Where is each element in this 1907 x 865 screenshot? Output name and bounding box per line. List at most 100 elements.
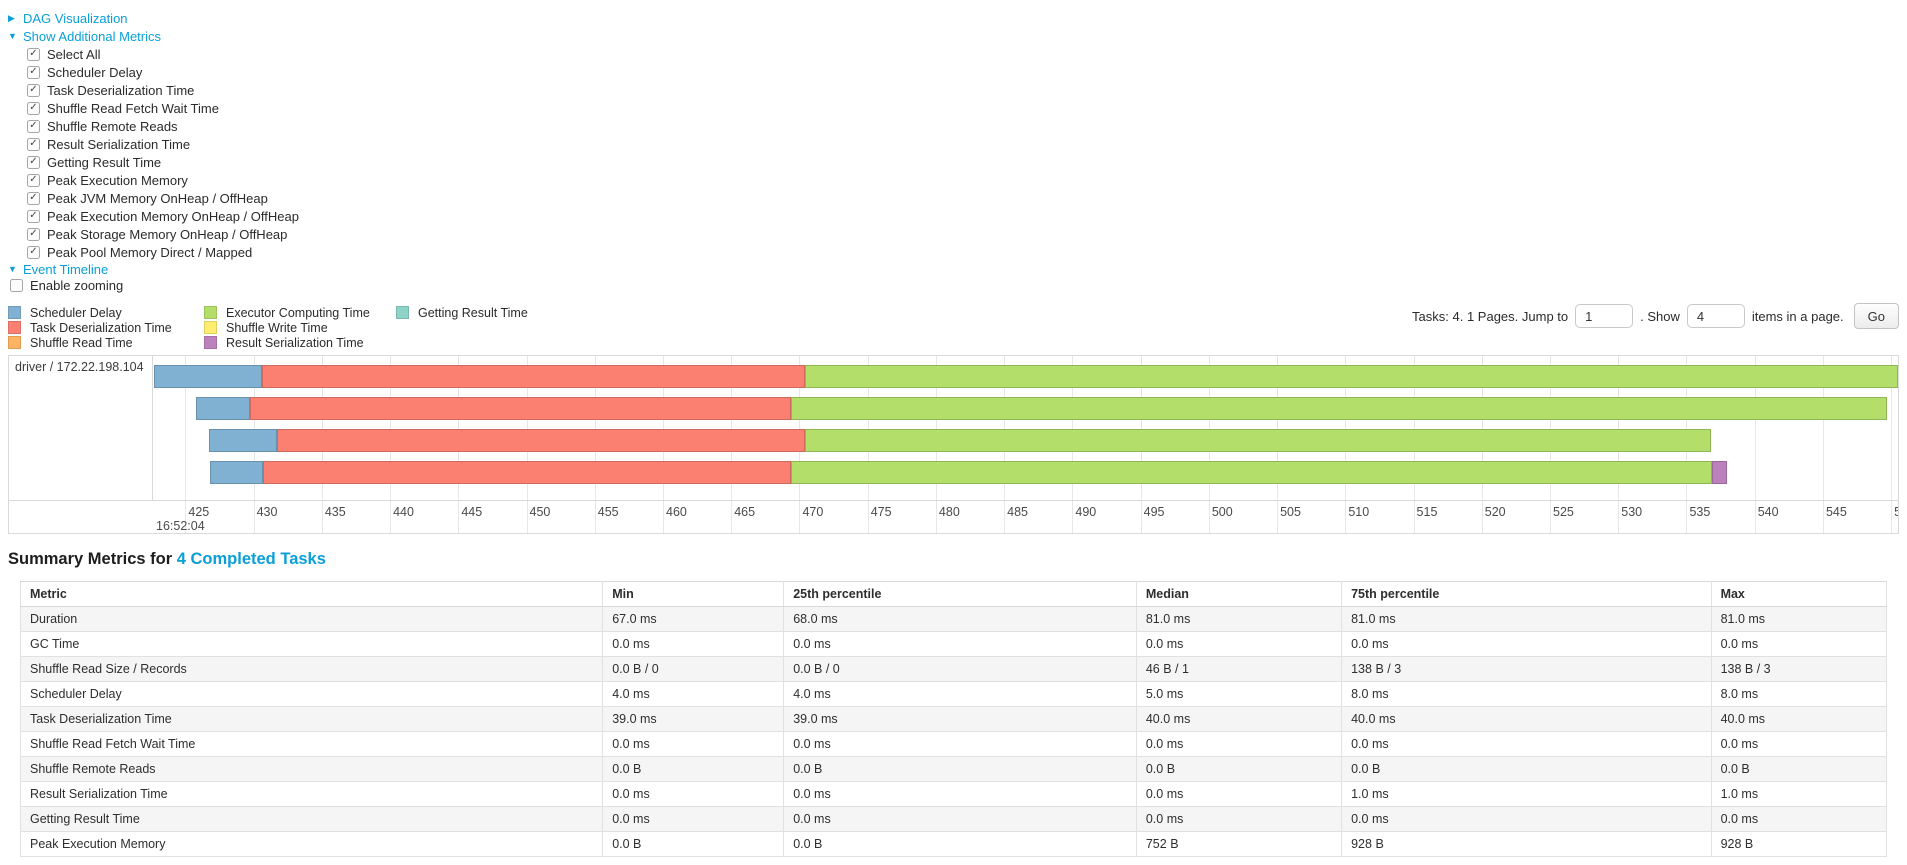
pagination-text-before: Tasks: 4. 1 Pages. Jump to <box>1412 308 1569 324</box>
metric-value-cell: 39.0 ms <box>783 706 1137 732</box>
axis-tick-label: 550 <box>1894 505 1898 519</box>
metric-checkbox-row[interactable]: ✓ Result Serialization Time <box>8 135 1899 153</box>
metric-value-cell: 46 B / 1 <box>1135 656 1343 682</box>
metric-value-cell: 0.0 ms <box>783 806 1137 832</box>
summary-metrics-table: Metric Min 25th percentile Median 75th perce… <box>19 581 1888 857</box>
timeline-segment-task-deserialization[interactable] <box>249 397 792 420</box>
metric-value-cell: 0.0 ms <box>1341 731 1712 757</box>
table-header-cell: 75th percentile <box>1341 581 1712 607</box>
metric-checkbox-row[interactable]: ✓ Peak Storage Memory OnHeap / OffHeap <box>8 225 1899 243</box>
metric-value-cell: 138 B / 3 <box>1341 656 1712 682</box>
timeline-segment-scheduler-delay[interactable] <box>209 461 264 484</box>
metric-value-cell: 0.0 ms <box>783 631 1137 657</box>
metric-checkbox-row[interactable]: ✓ Getting Result Time <box>8 153 1899 171</box>
axis-tick-label: 460 <box>666 505 687 519</box>
arrow-right-icon: ▶ <box>8 12 15 23</box>
metric-value-cell: 0.0 ms <box>1135 781 1343 807</box>
metric-checkbox-row[interactable]: ✓ Shuffle Read Fetch Wait Time <box>8 99 1899 117</box>
task-deserialization-swatch-icon <box>8 321 21 334</box>
show-additional-metrics-label: Show Additional Metrics <box>23 28 162 44</box>
event-timeline-toggle[interactable]: ▼ Event Timeline <box>8 261 1899 277</box>
event-timeline-chart: driver / 172.22.198.104 16:52:04 425 430 4… <box>8 355 1899 534</box>
timeline-segment-executor-computing[interactable] <box>804 365 1898 388</box>
metric-checkbox-row[interactable]: ✓ Task Deserialization Time <box>8 81 1899 99</box>
enable-zooming-checkbox[interactable] <box>10 278 23 292</box>
checkbox-icon[interactable]: ✓ <box>27 119 40 133</box>
metric-value-cell: 0.0 ms <box>602 731 785 757</box>
legend-label: Getting Result Time <box>418 305 528 320</box>
axis-time-anchor-label: 16:52:04 <box>156 519 205 533</box>
getting-result-swatch-icon <box>396 306 409 319</box>
checkbox-icon[interactable]: ✓ <box>27 227 40 241</box>
enable-zooming-row[interactable]: Enable zooming <box>8 277 1899 293</box>
go-button[interactable]: Go <box>1853 303 1899 329</box>
metric-checkbox-row[interactable]: ✓ Peak Pool Memory Direct / Mapped <box>8 243 1899 261</box>
checkbox-icon[interactable]: ✓ <box>27 209 40 223</box>
executor-computing-swatch-icon <box>204 306 217 319</box>
timeline-segment-executor-computing[interactable] <box>791 461 1713 484</box>
items-per-page-input[interactable] <box>1686 304 1745 328</box>
metric-value-cell: 0.0 ms <box>1710 631 1888 657</box>
axis-tick-label: 545 <box>1825 505 1847 519</box>
show-additional-metrics-toggle[interactable]: ▼ Show Additional Metrics <box>8 27 1899 45</box>
metric-name-cell: Shuffle Read Fetch Wait Time <box>19 731 604 757</box>
jump-to-page-input[interactable] <box>1575 304 1634 328</box>
axis-tick-label: 525 <box>1553 505 1574 519</box>
metric-value-cell: 928 B <box>1341 831 1712 857</box>
event-timeline-label: Event Timeline <box>23 261 109 277</box>
checkbox-icon[interactable]: ✓ <box>27 155 40 169</box>
legend-item: Shuffle Write Time <box>204 320 396 335</box>
legend-item: Getting Result Time <box>396 305 528 320</box>
summary-title-prefix: Summary Metrics for <box>8 550 177 568</box>
axis-divider <box>9 500 1898 501</box>
axis-tick-label: 500 <box>1211 505 1233 519</box>
metric-value-cell: 0.0 B <box>1710 756 1888 782</box>
metric-checkbox-label: Result Serialization Time <box>47 136 191 152</box>
axis-tick-label: 495 <box>1143 505 1165 519</box>
legend-label: Result Serialization Time <box>226 335 364 350</box>
checkbox-icon[interactable]: ✓ <box>27 191 40 205</box>
table-row: GC Time 0.0 ms 0.0 ms 0.0 ms 0.0 ms 0.0 ms <box>19 631 1888 657</box>
metric-value-cell: 0.0 B <box>783 831 1137 857</box>
metric-value-cell: 1.0 ms <box>1710 781 1888 807</box>
metric-checkbox-row[interactable]: ✓ Peak Execution Memory OnHeap / OffHeap <box>8 207 1899 225</box>
timeline-segment-task-deserialization[interactable] <box>263 461 792 484</box>
legend-label: Shuffle Write Time <box>226 320 328 335</box>
timeline-segment-scheduler-delay[interactable] <box>208 429 277 452</box>
arrow-down-icon: ▼ <box>8 263 17 274</box>
timeline-segment-executor-computing[interactable] <box>791 397 1888 420</box>
checkbox-icon[interactable]: ✓ <box>27 245 40 259</box>
metric-value-cell: 0.0 B / 0 <box>783 656 1137 682</box>
dag-visualization-toggle[interactable]: ▶ DAG Visualization <box>8 9 1899 27</box>
checkbox-icon[interactable]: ✓ <box>27 65 40 79</box>
metric-checkbox-label: Shuffle Remote Reads <box>47 118 178 134</box>
axis-tick-label: 520 <box>1484 505 1506 519</box>
checkbox-icon[interactable]: ✓ <box>27 83 40 97</box>
metric-checkbox-row[interactable]: ✓ Scheduler Delay <box>8 63 1899 81</box>
timeline-segment-scheduler-delay[interactable] <box>154 365 262 388</box>
metric-checkbox-row[interactable]: ✓ Peak Execution Memory <box>8 171 1899 189</box>
axis-tick-label: 450 <box>529 505 551 519</box>
table-row: Result Serialization Time 0.0 ms 0.0 ms 0.0… <box>19 781 1888 807</box>
legend-and-pagination-row: Scheduler Delay Task Deserialization Time… <box>0 303 1907 350</box>
checkbox-icon[interactable]: ✓ <box>27 47 40 61</box>
pagination-text-after: items in a page. <box>1751 308 1844 324</box>
checkbox-icon[interactable]: ✓ <box>27 137 40 151</box>
timeline-segment-task-deserialization[interactable] <box>261 365 805 388</box>
metric-checkbox-row[interactable]: ✓ Shuffle Remote Reads <box>8 117 1899 135</box>
checkbox-icon[interactable]: ✓ <box>27 101 40 115</box>
axis-tick-label: 425 <box>188 505 210 519</box>
metric-checkbox-label: Select All <box>47 46 101 62</box>
legend-column: Getting Result Time <box>396 305 528 350</box>
timeline-segment-result-serialization[interactable] <box>1712 461 1728 484</box>
metric-checkbox-row[interactable]: ✓ Peak JVM Memory OnHeap / OffHeap <box>8 189 1899 207</box>
metric-value-cell: 81.0 ms <box>1710 606 1888 632</box>
metric-checkbox-row[interactable]: ✓ Select All <box>8 45 1899 63</box>
completed-tasks-link[interactable]: 4 Completed Tasks <box>176 550 326 568</box>
timeline-segment-task-deserialization[interactable] <box>276 429 805 452</box>
timeline-segment-executor-computing[interactable] <box>804 429 1712 452</box>
timeline-segment-scheduler-delay[interactable] <box>196 397 250 420</box>
axis-tick-label: 480 <box>938 505 960 519</box>
metric-value-cell: 0.0 ms <box>602 631 785 657</box>
checkbox-icon[interactable]: ✓ <box>27 173 40 187</box>
